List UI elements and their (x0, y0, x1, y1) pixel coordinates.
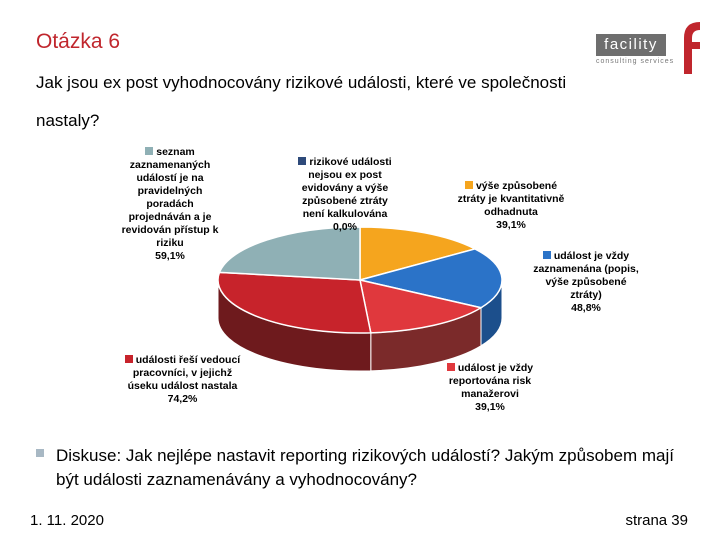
legend-swatch-none (298, 157, 307, 165)
data-label-value-estimated: 39,1% (496, 219, 526, 231)
data-label-line: událost je vždy (457, 362, 534, 374)
data-label-managers: události řeší vedoucí pracovníci, v jejic… (100, 354, 265, 406)
data-label-line: manažerovi (461, 388, 519, 400)
data-label-line: evidovány a výše (301, 182, 389, 194)
legend-swatch-managers (124, 355, 133, 363)
data-label-estimated: výše způsobené ztráty je kvantitativně odh… (436, 180, 586, 232)
data-label-line: zaznamenaných (129, 159, 211, 171)
legend-swatch-reported (446, 363, 455, 371)
pie-slice-reported (359, 279, 483, 334)
pie-chart: rizikové události nejsou ex post evidovány… (100, 140, 639, 430)
data-label-reported: událost je vždy reportována risk manažerov… (422, 362, 558, 414)
data-label-line: rizikové události (309, 156, 392, 168)
legend-swatch-recorded (542, 251, 551, 259)
bullet-icon (36, 449, 44, 457)
data-label-line: ztráty je kvantitativně (457, 193, 565, 205)
data-label-line: výše způsobené (545, 276, 627, 288)
data-label-line: událostí je na (136, 172, 204, 184)
data-label-line: ztráty) (570, 289, 602, 301)
data-label-value-reviewed: 59,1% (155, 250, 185, 262)
data-label-value-none: 0,0% (333, 221, 357, 233)
data-label-line: poradách (146, 198, 194, 210)
pie-slice-reviewed (218, 226, 361, 281)
logo-wordmark: facility (596, 34, 666, 56)
data-label-none: rizikové události nejsou ex post evidovány… (282, 156, 408, 234)
data-label-line: zaznamenána (popis, (533, 263, 639, 275)
data-label-value-reported: 39,1% (475, 401, 505, 413)
discussion-text: Diskuse: Jak nejlépe nastavit reporting … (56, 446, 674, 489)
data-label-line: nejsou ex post (308, 169, 382, 181)
footer-page-number: strana 39 (625, 512, 688, 529)
data-label-line: není kalkulována (302, 208, 388, 220)
legend-swatch-estimated (464, 181, 473, 189)
legend-swatch-reviewed (145, 147, 154, 155)
data-label-line: reportována risk (448, 375, 532, 387)
pie-slice-managers (217, 271, 372, 334)
data-label-line: pracovníci, v jejichž (132, 367, 233, 379)
data-label-line: revidován přístup k (121, 224, 219, 236)
data-label-line: odhadnuta (484, 206, 538, 218)
company-logo: facility consulting services (594, 18, 700, 74)
slide-title: Otázka 6 (36, 30, 121, 53)
data-label-line: pravidelných (137, 185, 203, 197)
data-label-line: riziku (156, 237, 184, 249)
data-label-line: úseku událost nastala (127, 380, 238, 392)
data-label-line: seznam (156, 146, 195, 158)
data-label-value-recorded: 48,8% (571, 302, 601, 314)
logo-f-icon (684, 22, 700, 74)
data-label-value-managers: 74,2% (167, 393, 198, 405)
data-label-line: projednáván a je (128, 211, 212, 223)
footer-date: 1. 11. 2020 (30, 512, 104, 529)
data-label-line: výše způsobené (475, 180, 558, 192)
data-label-recorded: událost je vždy zaznamenána (popis, výše z… (518, 250, 654, 315)
data-label-reviewed: seznam zaznamenaných událostí je na pravide… (100, 146, 240, 263)
pie-slice-recorded (359, 248, 503, 309)
discussion-bullet: Diskuse: Jak nejlépe nastavit reporting … (36, 444, 696, 492)
data-label-line: události řeší vedoucí (135, 354, 241, 366)
data-label-line: způsobené ztráty (302, 195, 388, 207)
question-text: Jak jsou ex post vyhodnocovány rizikové … (36, 73, 567, 130)
pie-slice-estimated (359, 226, 478, 281)
data-label-line: událost je vždy (553, 250, 630, 262)
pie-chart-canvas (217, 226, 503, 372)
logo-tagline: consulting services (596, 58, 675, 65)
